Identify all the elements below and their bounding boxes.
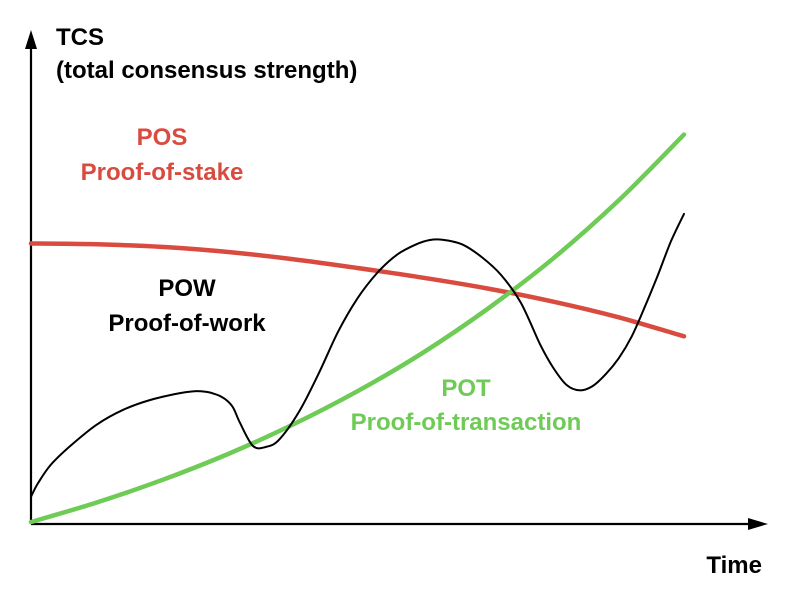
series-line-pot [28,132,687,525]
pos-sublabel: Proof-of-stake [81,159,244,186]
x-axis-arrow-icon [748,518,768,530]
x-axis-label: Time [706,552,762,579]
pos-label: POS [137,124,188,151]
pow-label: POW [158,275,216,302]
y-axis-arrow-icon [25,30,37,49]
series-line-pow [30,212,685,498]
pow-sublabel: Proof-of-work [108,310,266,337]
series-curves [28,132,687,525]
y-axis-sublabel: (total consensus strength) [56,57,357,84]
series-labels: POS Proof-of-stake POW Proof-of-work POT… [81,124,582,436]
pot-label: POT [441,375,491,402]
series-line-pos [28,241,687,339]
pot-sublabel: Proof-of-transaction [351,409,582,436]
axes [25,30,768,530]
y-axis-label: TCS [56,24,104,51]
